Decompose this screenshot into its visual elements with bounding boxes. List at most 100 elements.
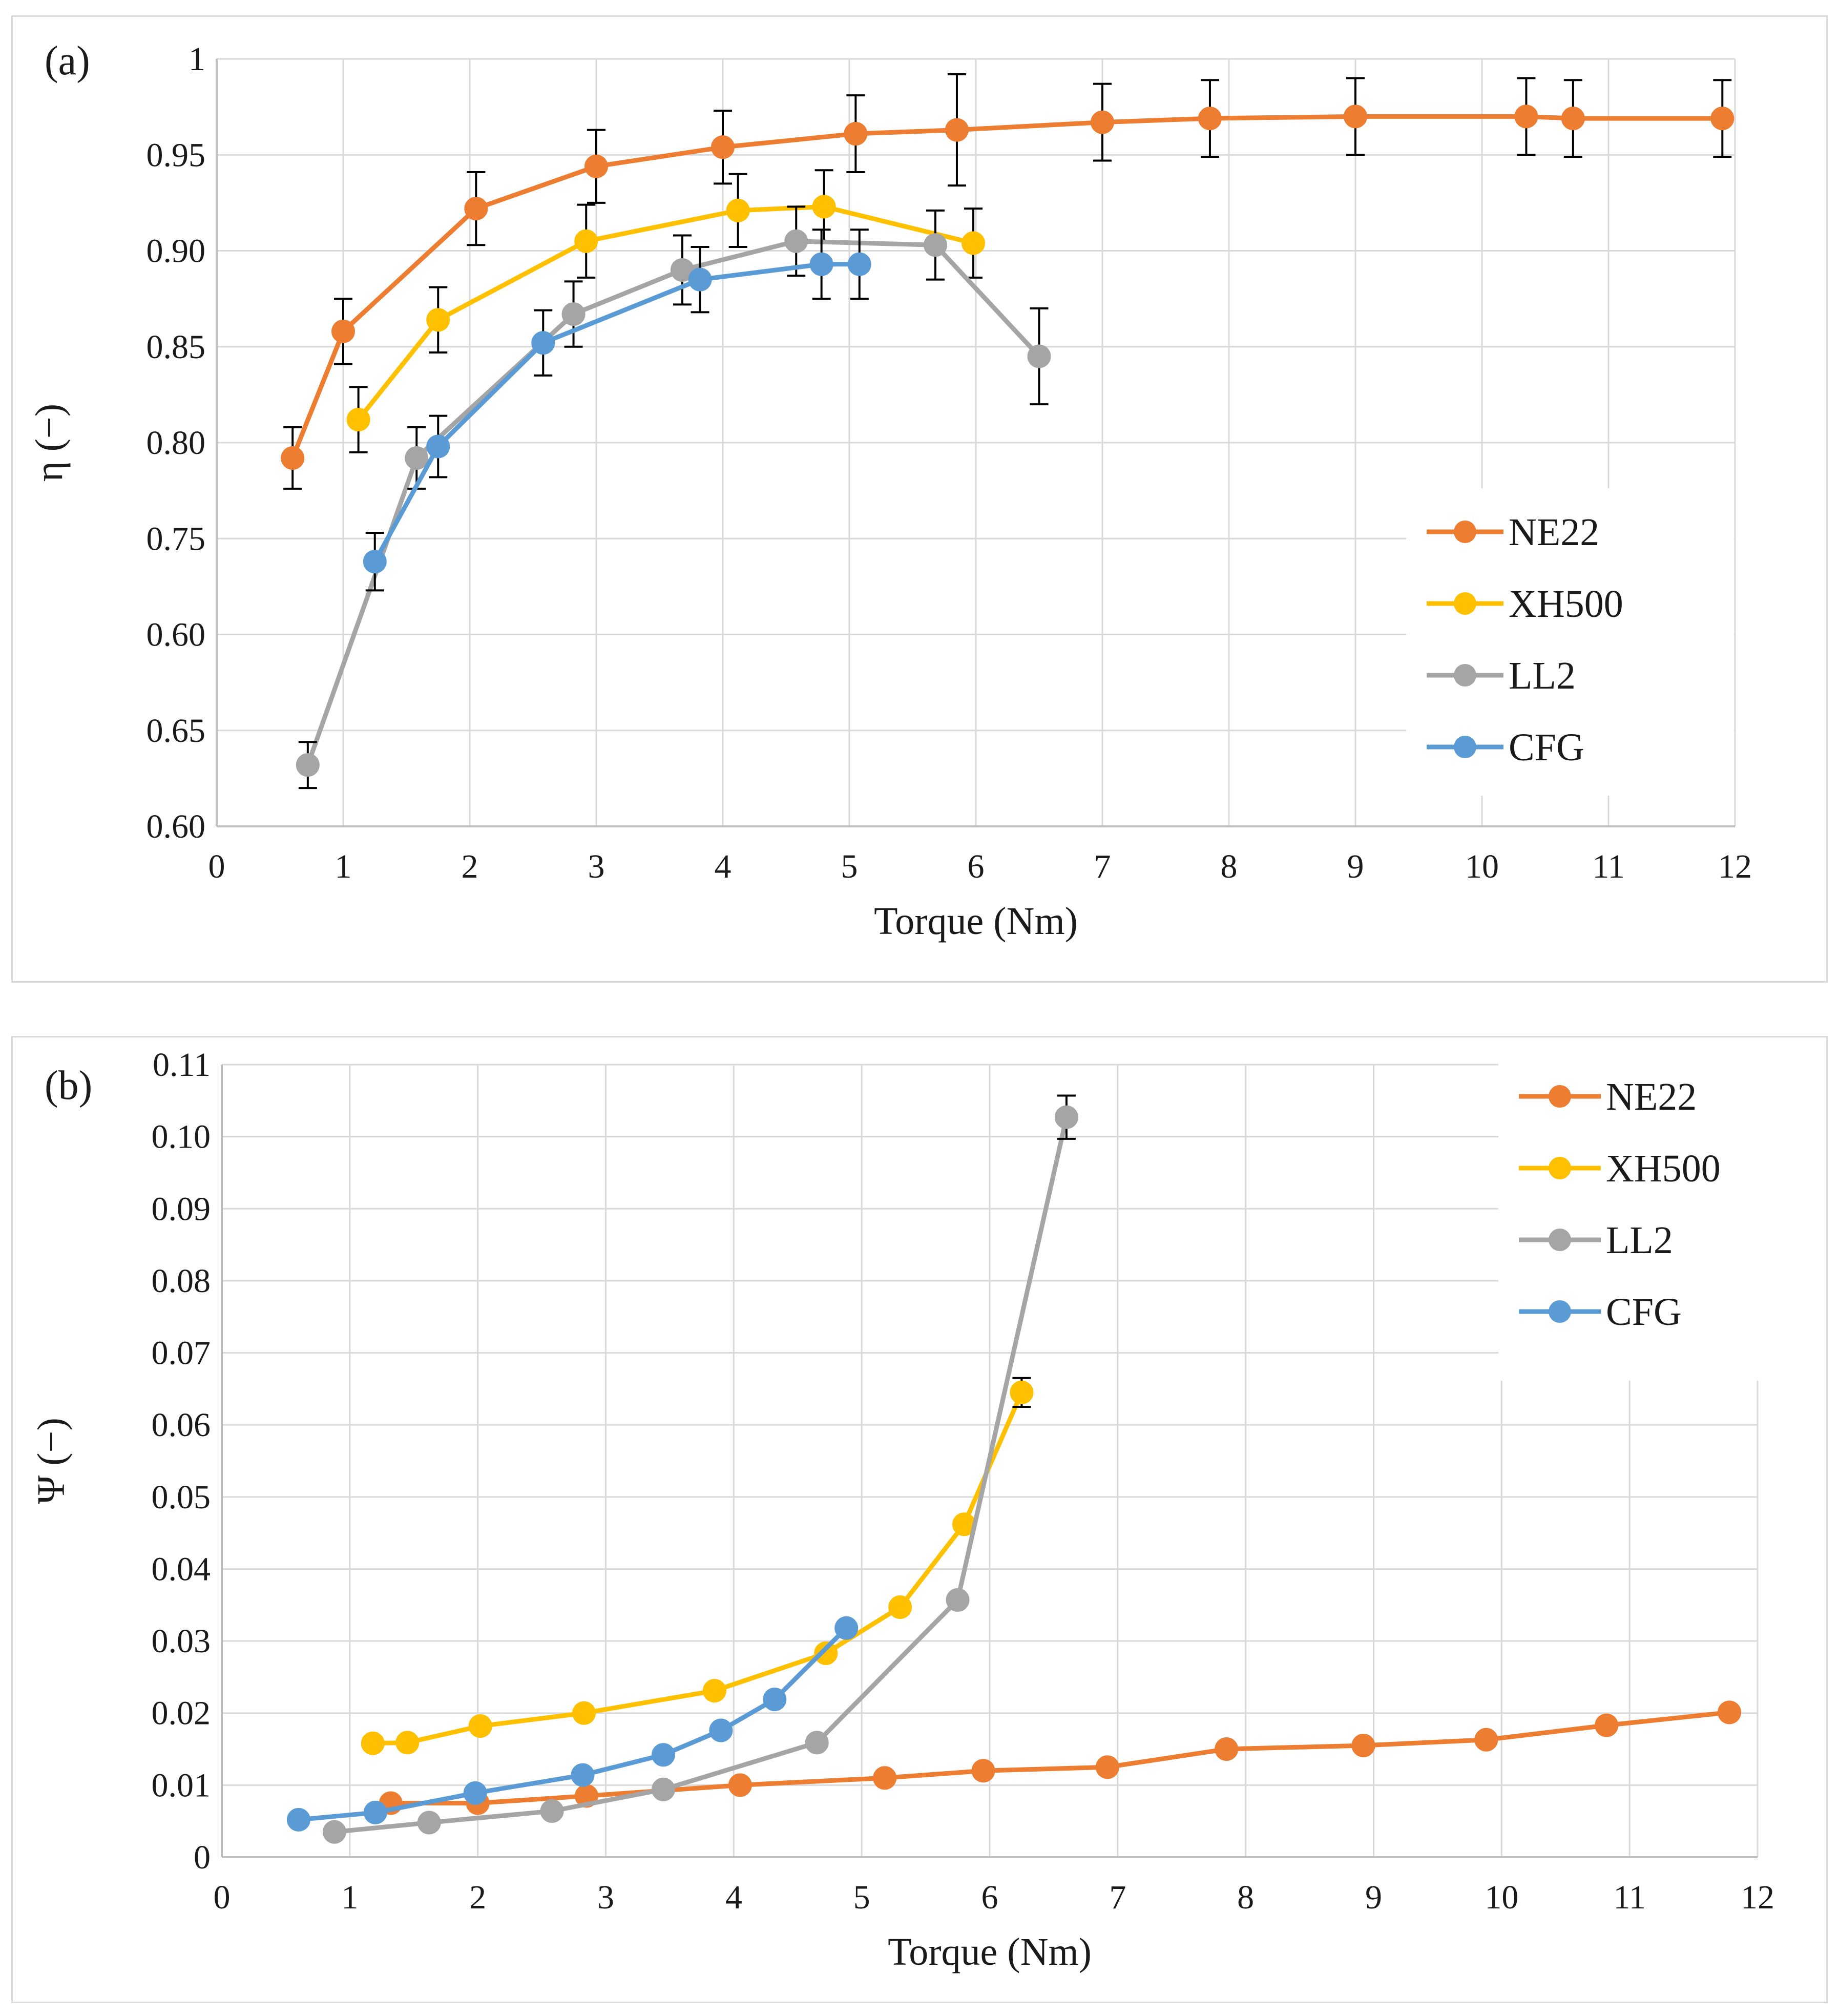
chart-b-data-point-xh500 xyxy=(361,1731,385,1755)
chart-b-y-tick-label: 0 xyxy=(194,1839,211,1876)
chart-a-data-point-ne22 xyxy=(711,135,735,159)
chart-a-data-point-xh500 xyxy=(726,198,750,222)
chart-b-data-point-cfg xyxy=(286,1807,310,1832)
chart-b-data-point-ne22 xyxy=(1095,1755,1119,1779)
chart-b-x-tick-label: 7 xyxy=(1109,1879,1126,1916)
chart-a-x-axis-title: Torque (Nm) xyxy=(874,900,1078,943)
chart-b-legend-marker-ll2 xyxy=(1549,1229,1571,1251)
chart-a-legend-marker-ll2 xyxy=(1454,664,1476,687)
chart-b-x-tick-label: 0 xyxy=(214,1879,231,1916)
chart-a-x-tick-label: 0 xyxy=(208,848,225,885)
chart-a-y-tick-label: 0.95 xyxy=(147,136,206,174)
chart-a-data-point-ne22 xyxy=(1091,110,1114,134)
chart-a-x-tick-label: 5 xyxy=(841,848,858,885)
chart-b-data-point-xh500 xyxy=(888,1595,912,1619)
chart-a-y-tick-label: 0.80 xyxy=(147,424,206,462)
chart-a-data-point-cfg xyxy=(688,267,712,292)
chart-a-x-tick-label: 7 xyxy=(1094,848,1111,885)
chart-b-data-point-ne22 xyxy=(728,1773,752,1797)
chart-b-data-point-ne22 xyxy=(1595,1713,1619,1737)
chart-a-y-tick-label: 0.90 xyxy=(147,233,206,270)
chart-a-y-axis-title: η (−) xyxy=(28,404,71,482)
chart-a-svg: 0 1 2 3 4 5 6 7 8 9 10 11 120.600.650.600.750.800.85… xyxy=(28,38,1752,943)
chart-b-data-point-xh500 xyxy=(395,1731,420,1755)
chart-a-y-tick-label: 1 xyxy=(189,40,205,78)
chart-a-data-point-ll2 xyxy=(784,229,808,253)
chart-a-x-tick-label: 2 xyxy=(462,848,478,885)
chart-b-series-line-cfg xyxy=(298,1626,848,1822)
chart-a-data-point-xh500 xyxy=(426,308,450,332)
chart-b-x-tick-label: 8 xyxy=(1237,1879,1254,1916)
chart-a-data-point-ne22 xyxy=(1344,105,1367,129)
chart-b-data-point-xh500 xyxy=(572,1701,596,1725)
chart-b-y-tick-label: 0.04 xyxy=(152,1550,211,1588)
chart-b-y-tick-label: 0.02 xyxy=(152,1695,211,1732)
chart-panel-b: 0 1 2 3 4 5 6 7 8 9 10 11 12 0 0.01 0.02 0.03 0.04 0.05 0.0… xyxy=(11,1036,1828,2003)
chart-a-x-tick-label: 6 xyxy=(968,848,985,885)
chart-b-x-tick-label: 1 xyxy=(341,1879,358,1916)
chart-b-legend: NE22 XH500 LL2 CFG xyxy=(1498,1053,1765,1381)
chart-b-panel-label: (b) xyxy=(45,1063,92,1108)
chart-a-data-point-ne22 xyxy=(1198,107,1222,131)
chart-b-data-point-ne22 xyxy=(1351,1734,1375,1758)
chart-a-data-point-xh500 xyxy=(346,408,370,432)
chart-b-x-tick-label: 11 xyxy=(1613,1879,1646,1916)
chart-a-legend-label-xh500: XH500 xyxy=(1509,583,1623,626)
chart-b-data-point-ll2 xyxy=(322,1820,346,1844)
chart-a-legend-marker-ne22 xyxy=(1454,521,1476,543)
chart-a-series-line-ne22 xyxy=(290,114,1723,459)
chart-a-x-tick-label: 12 xyxy=(1718,848,1752,885)
chart-a-y-tick-label: 0.75 xyxy=(147,520,206,557)
chart-b-data-point-xh500 xyxy=(1010,1380,1034,1404)
chart-a-data-point-ne22 xyxy=(1561,107,1585,131)
chart-b-data-point-ne22 xyxy=(971,1759,995,1783)
chart-a-y-tick-label: 0.60 xyxy=(147,616,206,654)
chart-a-legend-label-cfg: CFG xyxy=(1509,726,1584,769)
chart-a-y-tick-label: 0.65 xyxy=(147,712,206,750)
chart-a-data-point-xh500 xyxy=(812,195,836,219)
chart-a-data-point-cfg xyxy=(426,434,450,459)
chart-a-series-line-cfg xyxy=(372,262,860,563)
chart-b-data-point-cfg xyxy=(834,1616,859,1640)
chart-b-y-tick-label: 0.06 xyxy=(152,1406,211,1444)
chart-b-legend-box xyxy=(1498,1053,1765,1381)
chart-a-data-point-ll2 xyxy=(1027,344,1051,368)
chart-b-legend-label-xh500: XH500 xyxy=(1606,1147,1721,1190)
chart-a-y-tick-label: 0.60 xyxy=(147,808,206,845)
chart-b-series-line-ll2 xyxy=(334,1116,1069,1835)
chart-b-data-point-ne22 xyxy=(873,1766,897,1790)
chart-a-data-point-ne22 xyxy=(584,154,608,178)
chart-a-legend-marker-cfg xyxy=(1454,736,1476,758)
chart-b-data-point-ll2 xyxy=(805,1731,829,1755)
chart-b-y-tick-label: 0.08 xyxy=(152,1262,211,1300)
chart-b-data-point-ne22 xyxy=(1474,1728,1498,1752)
chart-a-series-line-xh500 xyxy=(357,204,974,421)
chart-b-svg: 0 1 2 3 4 5 6 7 8 9 10 11 1200.010.020.030.040.050.0… xyxy=(30,1046,1774,1973)
chart-b-data-point-ll2 xyxy=(1054,1105,1078,1129)
chart-b-data-point-cfg xyxy=(651,1743,675,1767)
chart-a-x-tick-label: 11 xyxy=(1592,848,1625,885)
chart-b-legend-label-cfg: CFG xyxy=(1606,1291,1682,1334)
chart-b-x-tick-label: 5 xyxy=(853,1879,870,1916)
chart-a-series-line-ll2 xyxy=(305,239,1041,766)
chart-b-data-point-cfg xyxy=(571,1763,595,1787)
chart-b-x-axis-title: Torque (Nm) xyxy=(888,1930,1092,1973)
chart-b-x-tick-label: 2 xyxy=(469,1879,486,1916)
chart-a-data-point-ll2 xyxy=(405,446,429,470)
chart-b-y-tick-label: 0.05 xyxy=(152,1479,211,1516)
chart-b-data-point-cfg xyxy=(463,1781,487,1805)
chart-b-y-tick-label: 0.10 xyxy=(152,1118,211,1156)
chart-b-y-tick-label: 0.11 xyxy=(153,1046,211,1084)
chart-b-data-point-ll2 xyxy=(417,1811,441,1835)
chart-a-data-point-ne22 xyxy=(945,118,969,142)
chart-b-legend-marker-ne22 xyxy=(1549,1085,1571,1108)
chart-b-legend-label-ne22: NE22 xyxy=(1606,1075,1697,1118)
chart-a-panel-label: (a) xyxy=(45,38,90,84)
chart-panel-a: 0 1 2 3 4 5 6 7 8 9 10 11 12 0.60 0.65 0.60 0.75 0.80 0.85… xyxy=(11,15,1828,983)
chart-a-legend-label-ne22: NE22 xyxy=(1509,511,1599,554)
chart-a-x-tick-label: 3 xyxy=(588,848,605,885)
chart-b-data-point-cfg xyxy=(363,1800,387,1824)
chart-b-x-tick-label: 3 xyxy=(597,1879,614,1916)
chart-b-data-point-cfg xyxy=(709,1718,733,1742)
chart-b-y-tick-label: 0.07 xyxy=(152,1335,211,1372)
